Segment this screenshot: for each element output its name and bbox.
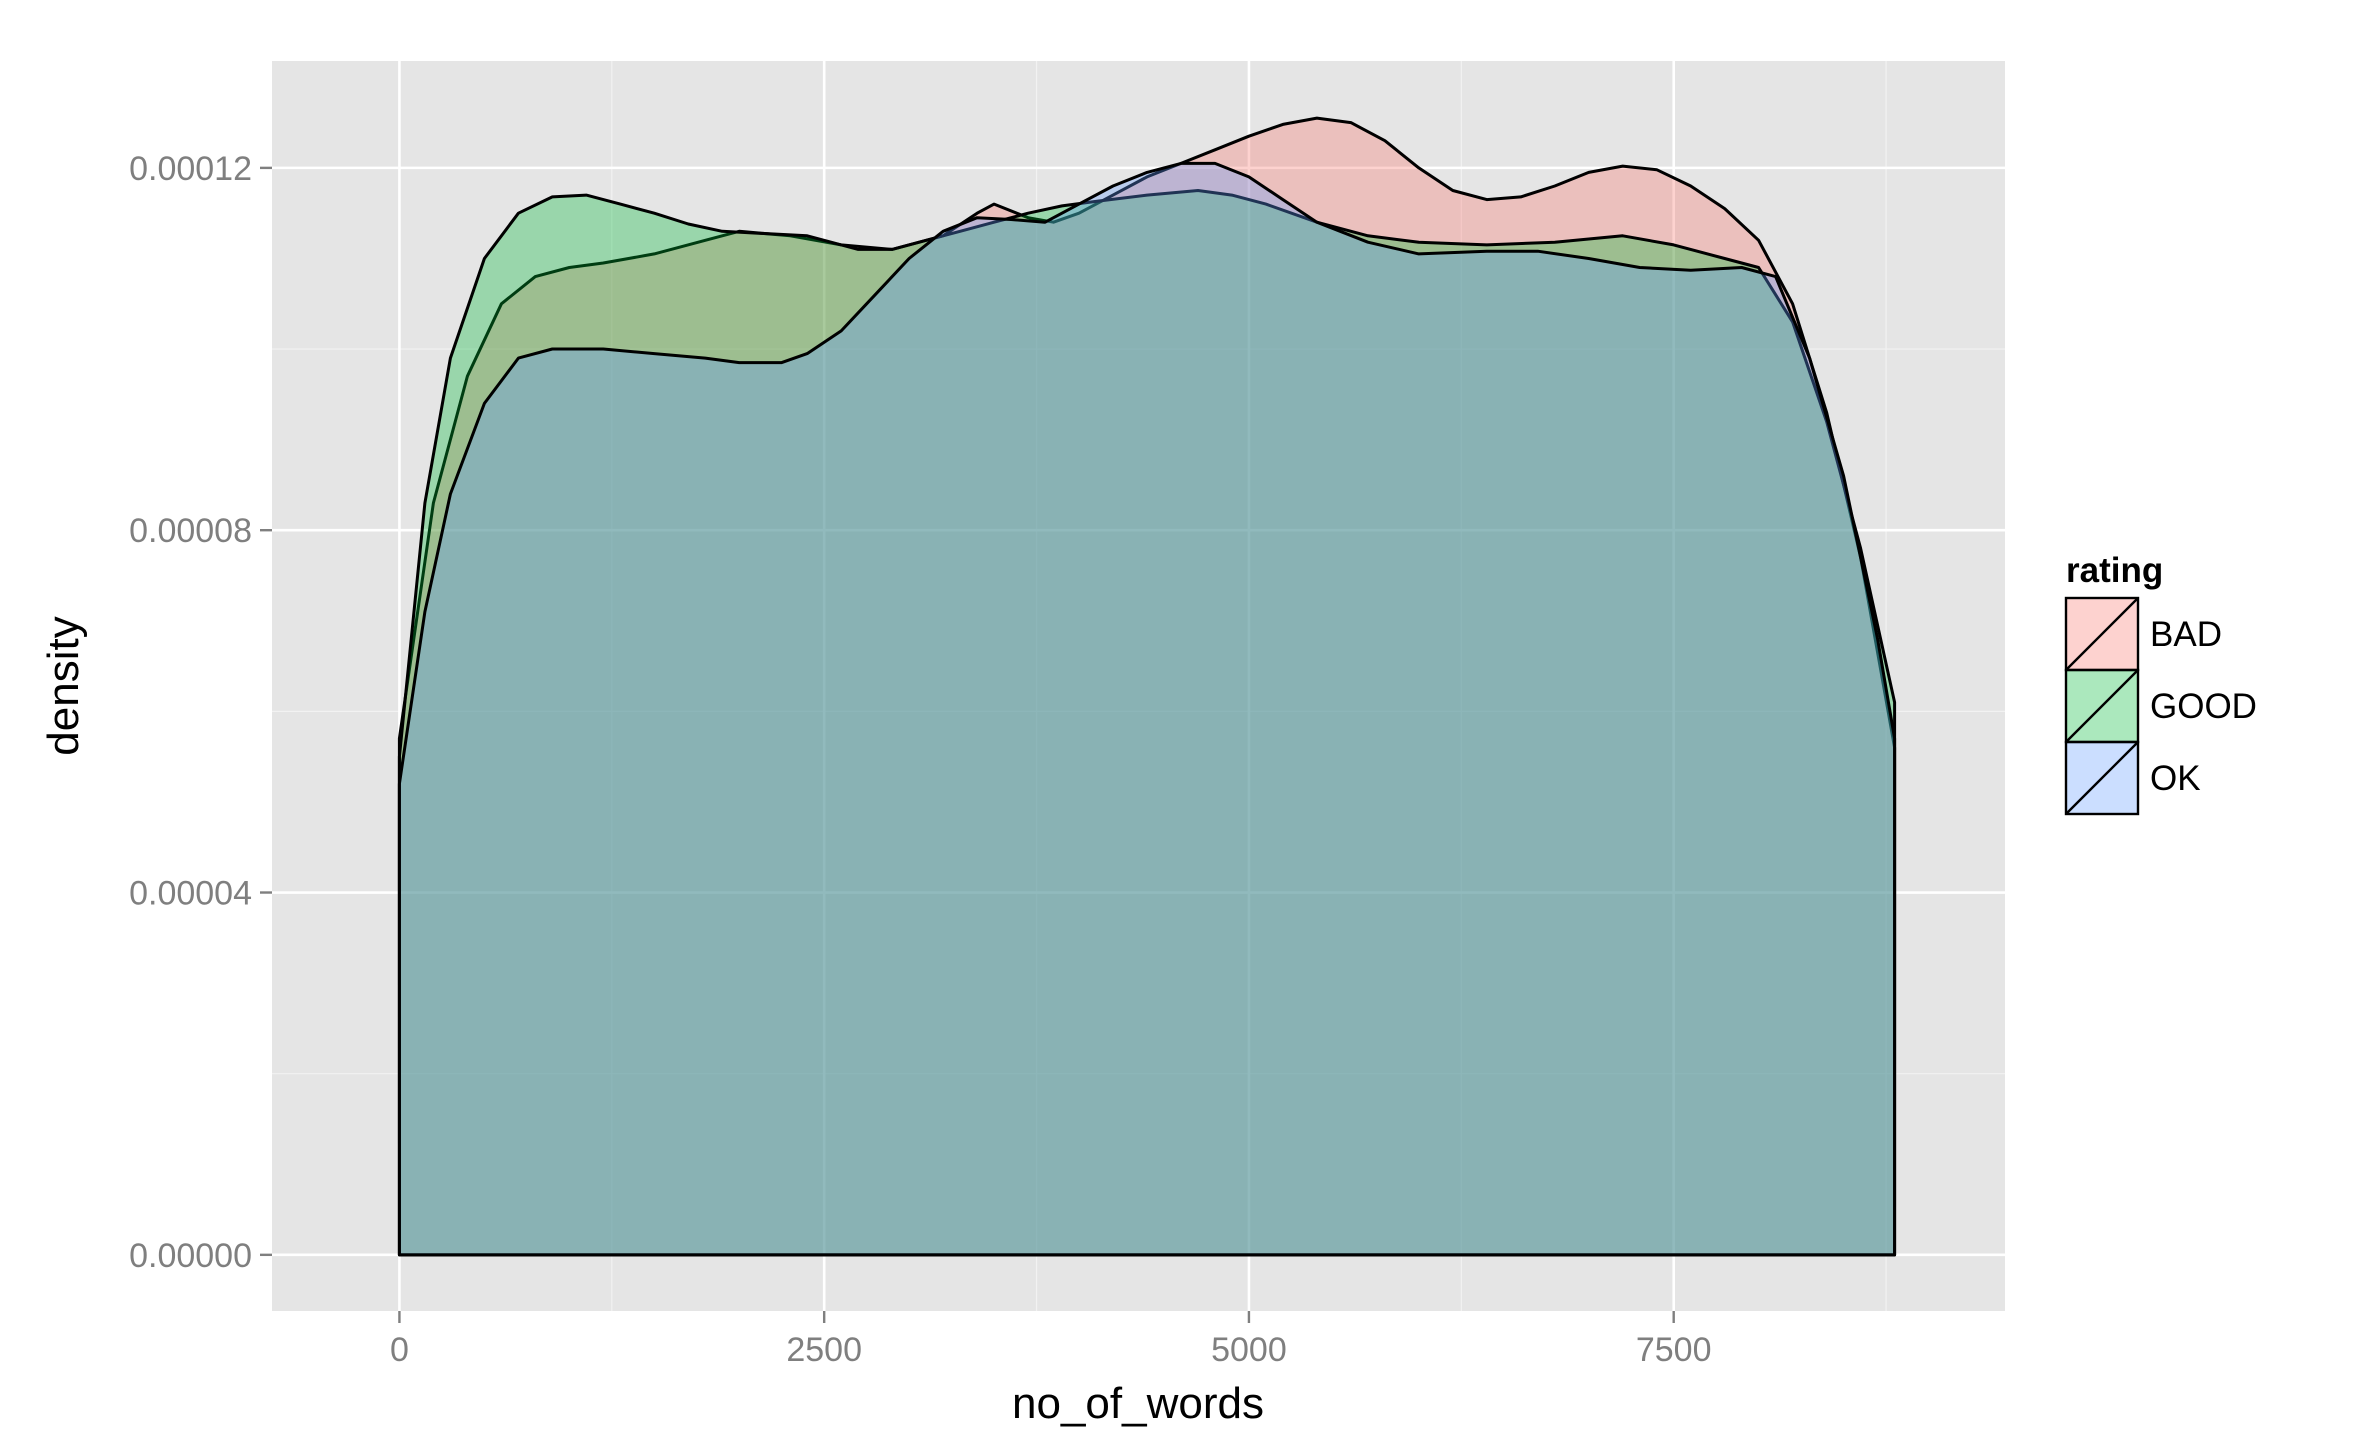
y-tick-label: 0.00004 <box>129 875 252 913</box>
y-tick-label: 0.00012 <box>129 150 252 188</box>
legend-key-diagonal <box>2065 741 2139 815</box>
legend: rating BAD GOOD OK <box>2064 551 2257 816</box>
legend-label-ok: OK <box>2150 759 2201 798</box>
axes: 0 2500 5000 7500 0.00000 0.00004 0.00008 0.0001… <box>129 150 1711 1369</box>
x-tick-label: 2500 <box>786 1331 862 1369</box>
legend-key-diagonal <box>2065 597 2139 671</box>
x-tick-label: 7500 <box>1636 1331 1712 1369</box>
density-area-good <box>397 189 1897 1257</box>
legend-label-bad: BAD <box>2150 615 2222 654</box>
density-area-bad <box>397 116 1897 1257</box>
legend-title: rating <box>2066 551 2163 590</box>
density-area-ok <box>397 161 1897 1257</box>
x-tick-label: 0 <box>390 1331 409 1369</box>
y-axis-title: density <box>39 616 88 755</box>
legend-key-diagonal <box>2065 669 2139 743</box>
x-axis-title: no_of_words <box>1012 1379 1264 1428</box>
y-tick-label: 0.00008 <box>129 512 252 550</box>
density-series <box>397 116 1897 1257</box>
x-tick-label: 5000 <box>1211 1331 1287 1369</box>
y-tick-label: 0.00000 <box>129 1237 252 1275</box>
legend-label-good: GOOD <box>2150 687 2257 726</box>
minor-gridlines <box>272 61 2005 1311</box>
